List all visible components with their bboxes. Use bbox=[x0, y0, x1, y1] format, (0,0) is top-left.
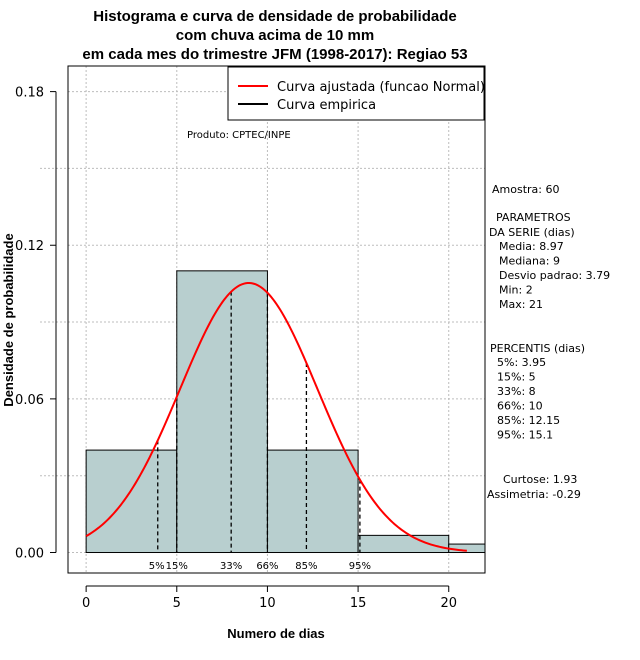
histogram-bar-0 bbox=[85, 449, 178, 554]
percentis-header: PERCENTIS (dias) bbox=[490, 342, 585, 355]
histogram-bar-1 bbox=[176, 270, 268, 554]
sample-size: Amostra: 60 bbox=[492, 183, 559, 196]
y-tick-label-0: 0.00 bbox=[15, 547, 44, 562]
percentil-item-3: 66%: 10 bbox=[497, 400, 543, 413]
kurtosis: Curtose: 1.93 bbox=[503, 473, 577, 486]
percentil-item-1: 15%: 5 bbox=[497, 371, 536, 384]
percentile-label-3: 66% bbox=[256, 561, 278, 572]
legend-label-empirical: Curva empirica bbox=[277, 98, 376, 113]
x-axis: 0 5 10 15 20 bbox=[82, 585, 457, 611]
percentile-label-4: 85% bbox=[295, 561, 317, 572]
param-item-3: Min: 2 bbox=[499, 284, 533, 297]
percentile-label-1: 15% bbox=[166, 561, 188, 572]
param-item-0: Media: 8.97 bbox=[499, 240, 564, 253]
percentil-item-5: 95%: 15.1 bbox=[497, 429, 553, 442]
y-tick-label-3: 0.18 bbox=[15, 86, 44, 101]
histogram-bar-2 bbox=[266, 449, 359, 554]
chart-title-line-3: em cada mes do trimestre JFM (1998-2017)… bbox=[82, 46, 467, 63]
plot-frame bbox=[67, 65, 486, 574]
histogram-bar-4 bbox=[448, 543, 486, 554]
x-tick-label-0: 0 bbox=[82, 596, 90, 611]
x-tick-label-3: 15 bbox=[350, 596, 367, 611]
percentile-label-5: 95% bbox=[349, 561, 371, 572]
x-tick-label-1: 5 bbox=[173, 596, 181, 611]
chart-title-line-1: Histograma e curva de densidade de proba… bbox=[93, 8, 456, 25]
percentile-labels: 5% 15% 33% 66% 85% 95% bbox=[149, 561, 371, 572]
chart-title-line-2: com chuva acima de 10 mm bbox=[176, 27, 374, 44]
percentile-lines bbox=[157, 291, 361, 553]
histogram-bar-3 bbox=[357, 534, 450, 554]
product-annotation: Produto: CPTEC/INPE bbox=[187, 130, 291, 141]
param-item-1: Mediana: 9 bbox=[499, 255, 560, 268]
y-tick-label-1: 0.06 bbox=[15, 393, 44, 408]
percentil-item-0: 5%: 3.95 bbox=[497, 356, 546, 369]
params-header-line-2: DA SERIE (dias) bbox=[489, 226, 575, 239]
y-axis-label: Densidade de probabilidade bbox=[1, 233, 16, 406]
percentil-item-4: 85%: 12.15 bbox=[497, 414, 560, 427]
x-axis-label: Numero de dias bbox=[227, 626, 325, 641]
skewness: Assimetria: -0.29 bbox=[487, 488, 581, 501]
percentile-label-2: 33% bbox=[220, 561, 242, 572]
percentile-label-0: 5% bbox=[149, 561, 165, 572]
y-axis: 0.00 0.06 0.12 0.18 bbox=[15, 86, 57, 562]
x-tick-label-4: 20 bbox=[440, 596, 457, 611]
legend-box bbox=[227, 66, 485, 121]
histogram-bars bbox=[85, 270, 486, 554]
normal-curve-line bbox=[85, 281, 467, 552]
y-tick-label-2: 0.12 bbox=[15, 239, 44, 254]
param-item-2: Desvio padrao: 3.79 bbox=[499, 269, 610, 282]
param-item-4: Max: 21 bbox=[499, 298, 543, 311]
legend-label-normal: Curva ajustada (funcao Normal) bbox=[277, 80, 485, 95]
legend: Curva ajustada (funcao Normal) Curva emp… bbox=[227, 66, 485, 121]
percentil-item-2: 33%: 8 bbox=[497, 385, 536, 398]
x-tick-label-2: 10 bbox=[259, 596, 276, 611]
params-header-line-1: PARAMETROS bbox=[496, 211, 571, 224]
side-stats-panel: Amostra: 60 PARAMETROS DA SERIE (dias) M… bbox=[487, 183, 610, 501]
